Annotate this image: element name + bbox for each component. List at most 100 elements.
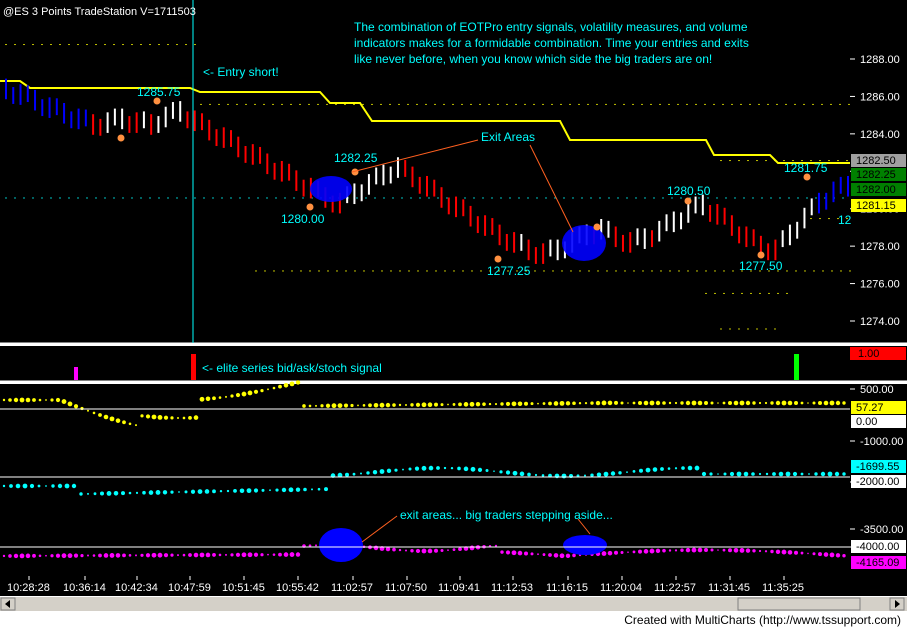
grid-dot xyxy=(462,270,464,272)
indicator-dot xyxy=(687,465,693,471)
indicator-dot xyxy=(92,554,96,557)
indicator-axis-tag xyxy=(851,401,906,414)
indicator-dot xyxy=(212,489,216,494)
indicator-dot xyxy=(135,554,137,557)
price-axis-tag xyxy=(851,183,906,196)
indicator-dot xyxy=(427,548,433,554)
grid-dot xyxy=(14,197,16,199)
grid-dot xyxy=(803,103,805,105)
grid-dot xyxy=(479,103,481,105)
grid-dot xyxy=(525,270,527,272)
grid-dot xyxy=(86,197,88,199)
indicator-dot xyxy=(559,553,565,559)
price-axis-tag xyxy=(851,199,906,212)
grid-dot xyxy=(551,103,553,105)
indicator-dot xyxy=(554,473,560,479)
signal-pane[interactable] xyxy=(0,346,850,381)
indicator-dot xyxy=(128,422,132,426)
indicator-dot xyxy=(443,466,447,470)
grid-dot xyxy=(446,197,448,199)
indicator-dot xyxy=(212,396,216,401)
indicator-dot xyxy=(652,467,658,472)
indicator-dot xyxy=(662,548,666,553)
indicator-dot xyxy=(145,414,151,419)
grid-dot xyxy=(738,160,740,162)
indicator-dot xyxy=(710,548,714,552)
grid-dot xyxy=(588,270,590,272)
grid-dot xyxy=(599,197,601,199)
grid-dot xyxy=(509,197,511,199)
grid-dot xyxy=(720,160,722,162)
time-axis-label: 11:02:57 xyxy=(331,582,373,594)
indicator-dot xyxy=(775,400,781,406)
grid-dot xyxy=(810,160,812,162)
grid-dot xyxy=(813,270,815,272)
indicator-dot xyxy=(620,550,624,554)
indicator-dot xyxy=(163,553,169,558)
grid-dot xyxy=(705,270,707,272)
indicator-dot xyxy=(572,401,576,406)
indicator-dot xyxy=(743,471,749,477)
indicator-dot xyxy=(722,548,726,552)
indicator-dot xyxy=(394,468,398,472)
grid-dot xyxy=(507,270,509,272)
indicator-dot xyxy=(32,398,36,402)
grid-dot xyxy=(671,197,673,199)
indicator-dot xyxy=(704,401,708,405)
indicator-dot xyxy=(534,473,538,477)
grid-dot xyxy=(716,197,718,199)
grid-dot xyxy=(810,218,812,220)
grid-dot xyxy=(452,103,454,105)
grid-dot xyxy=(372,270,374,272)
grid-dot xyxy=(317,103,319,105)
price-label-swing-high: 1282.25 xyxy=(334,151,378,165)
price-pane[interactable] xyxy=(0,0,850,343)
indicator-dot xyxy=(627,402,629,404)
indicator-dot xyxy=(470,466,476,472)
grid-dot xyxy=(176,197,178,199)
indicator-dot xyxy=(697,547,703,553)
indicator-dot xyxy=(398,548,402,552)
indicator-dot xyxy=(218,396,222,399)
grid-dot xyxy=(500,197,502,199)
indicator-dot xyxy=(246,488,252,494)
grid-dot xyxy=(831,270,833,272)
grid-dot xyxy=(806,197,808,199)
indicator-dot xyxy=(758,401,762,405)
grid-dot xyxy=(765,160,767,162)
indicator-dot xyxy=(781,400,787,406)
indicator-dot xyxy=(38,398,42,402)
indicator-dot xyxy=(379,469,385,474)
grid-dot xyxy=(552,270,554,272)
indicator-dot xyxy=(93,492,97,496)
indicator-dot xyxy=(366,471,370,475)
swing-marker xyxy=(153,97,161,105)
indicator-dot xyxy=(542,402,546,405)
footer: Created with MultiCharts (http://www.tss… xyxy=(0,612,907,630)
grid-dot xyxy=(426,270,428,272)
indicator-dot xyxy=(655,400,661,406)
grid-dot xyxy=(560,103,562,105)
scroll-thumb[interactable] xyxy=(737,597,861,611)
indicator-dot xyxy=(193,552,199,558)
indicator-dot xyxy=(792,471,798,477)
indicator-dot xyxy=(829,552,835,558)
grid-dot xyxy=(59,44,61,46)
grid-dot xyxy=(419,197,421,199)
horizontal-scrollbar[interactable] xyxy=(0,597,907,611)
price-axis-tag-text: 1282.50 xyxy=(856,155,896,167)
grid-dot xyxy=(266,197,268,199)
grid-dot xyxy=(633,270,635,272)
indicator-dot xyxy=(122,420,126,425)
grid-dot xyxy=(41,197,43,199)
indicator-dot xyxy=(163,415,169,420)
grid-dot xyxy=(704,103,706,105)
indicator-dot xyxy=(302,404,306,408)
grid-dot xyxy=(524,103,526,105)
indicator-dot xyxy=(505,401,511,407)
grid-dot xyxy=(624,270,626,272)
indicator-dot xyxy=(614,400,618,405)
indicator-dot xyxy=(787,400,793,406)
indicator-dot xyxy=(45,485,47,487)
grid-dot xyxy=(407,103,409,105)
